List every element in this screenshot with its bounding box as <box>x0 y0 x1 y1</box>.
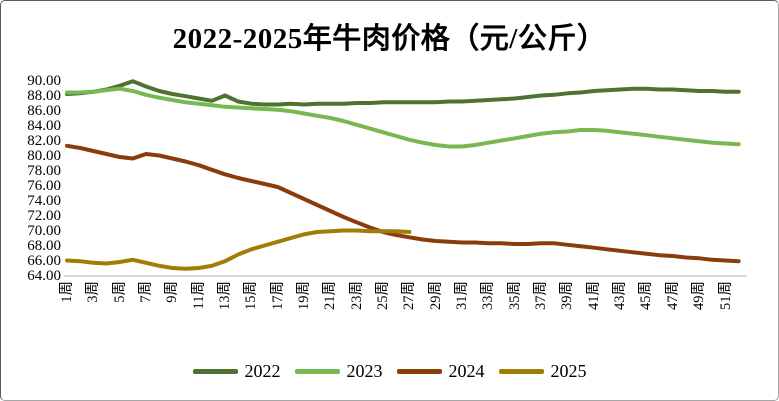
series-line-2025 <box>65 228 412 271</box>
x-axis-tick-label: 1周 <box>59 281 75 303</box>
x-axis-tick-label: 51周 <box>717 281 734 310</box>
legend-label-2025: 2025 <box>550 360 587 381</box>
y-axis-tick-label: 90.00 <box>27 72 61 89</box>
series-line-2024 <box>65 143 741 264</box>
x-axis-tick-label: 15周 <box>243 281 260 310</box>
legend-swatch-2022 <box>192 368 238 374</box>
y-axis-tick-label: 86.00 <box>27 102 61 119</box>
legend-item-2022: 2022 <box>192 360 281 382</box>
x-axis-tick-label: 7周 <box>138 281 155 303</box>
x-axis-tick-label: 47周 <box>664 281 681 310</box>
x-axis-tick-label: 41周 <box>585 281 602 310</box>
legend-label-2024: 2024 <box>448 360 485 381</box>
x-axis-tick-label: 21周 <box>322 281 339 310</box>
x-axis-tick-label: 37周 <box>533 281 550 310</box>
y-axis-tick-label: 68.00 <box>27 237 61 254</box>
y-axis-tick-label: 76.00 <box>27 177 61 194</box>
y-axis-tick-label: 70.00 <box>27 222 61 239</box>
x-axis-tick-label: 31周 <box>454 281 471 310</box>
y-axis-tick-label: 74.00 <box>27 192 61 209</box>
x-axis-tick-label: 5周 <box>111 281 128 303</box>
x-axis-tick-label: 43周 <box>612 281 629 310</box>
legend-item-2023: 2023 <box>294 360 383 382</box>
legend: 2022 2023 2024 2025 <box>1 357 778 385</box>
y-axis-tick-label: 64.00 <box>27 267 61 284</box>
y-axis-tick-label: 78.00 <box>27 162 61 179</box>
x-axis-tick-label: 9周 <box>164 281 181 303</box>
legend-item-2025: 2025 <box>498 360 587 382</box>
y-axis-tick-label: 84.00 <box>27 117 61 134</box>
x-axis-tick-label: 27周 <box>401 281 418 310</box>
legend-item-2024: 2024 <box>396 360 485 382</box>
x-axis-tick-label: 19周 <box>296 281 313 310</box>
x-axis-tick-label: 39周 <box>559 281 576 310</box>
series-line-2023 <box>65 86 741 149</box>
legend-swatch-2025 <box>498 368 544 374</box>
x-axis-tick-label: 25周 <box>375 281 392 310</box>
x-axis-tick-label: 23周 <box>348 281 365 310</box>
x-axis-tick-label: 17周 <box>269 281 286 310</box>
y-axis-tick-label: 80.00 <box>27 147 61 164</box>
x-axis-tick-label: 33周 <box>480 281 497 310</box>
y-axis-tick-label: 72.00 <box>27 207 61 224</box>
legend-label-2022: 2022 <box>244 360 281 381</box>
x-axis-tick-label: 11周 <box>190 281 207 310</box>
x-axis-tick-label: 35周 <box>506 281 523 310</box>
x-axis-tick-label: 29周 <box>427 281 444 310</box>
x-axis-tick-label: 3周 <box>85 281 102 303</box>
y-axis-tick-label: 82.00 <box>27 132 61 149</box>
x-axis-tick-label: 45周 <box>638 281 655 310</box>
chart-title: 2022-2025年牛肉价格（元/公斤） <box>172 23 607 55</box>
x-axis-tick-label: 49周 <box>691 281 708 310</box>
x-axis-tick-label: 13周 <box>217 281 234 310</box>
legend-swatch-2023 <box>294 368 340 374</box>
series-line-2022 <box>65 79 741 107</box>
legend-label-2023: 2023 <box>346 360 383 381</box>
legend-swatch-2024 <box>396 368 442 374</box>
y-axis-tick-label: 88.00 <box>27 87 61 104</box>
y-axis-tick-label: 66.00 <box>27 252 61 269</box>
